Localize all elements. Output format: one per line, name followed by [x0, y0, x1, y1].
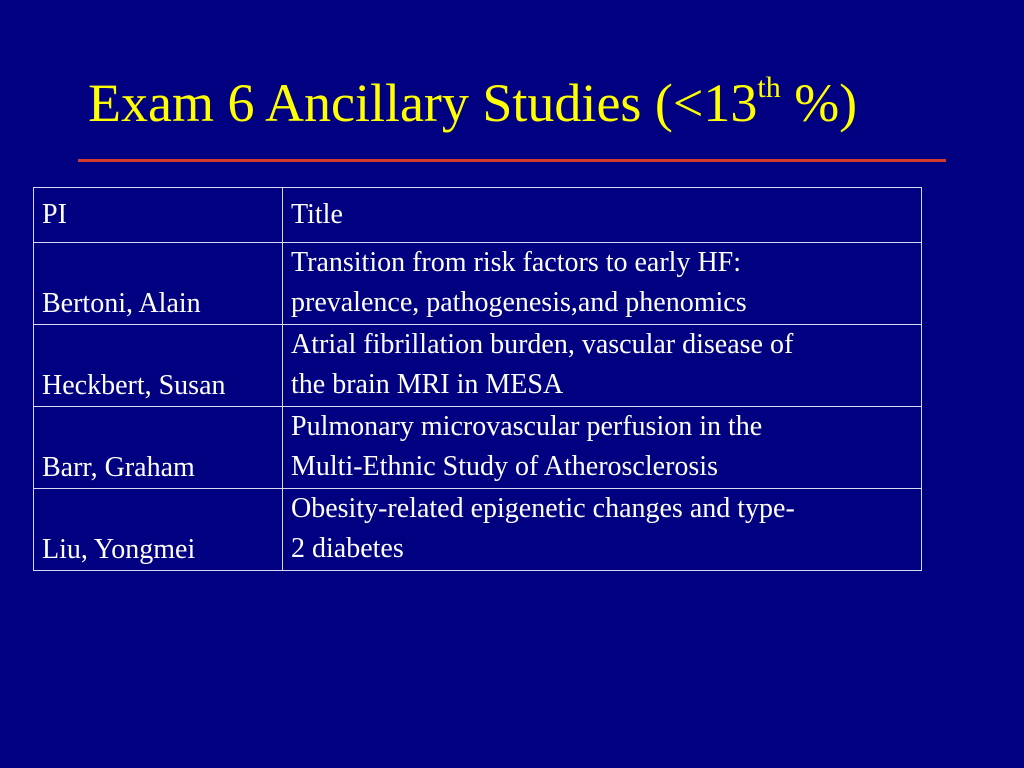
- cell-title: Transition from risk factors to early HF…: [282, 242, 922, 325]
- table-row: Barr, Graham Pulmonary microvascular per…: [33, 406, 922, 489]
- title-text: Exam 6 Ancillary Studies (<13: [88, 73, 758, 133]
- title-line: prevalence, pathogenesis,and phenomics: [291, 287, 747, 318]
- title-line: Transition from risk factors to early HF…: [291, 247, 742, 278]
- table-row: Liu, Yongmei Obesity-related epigenetic …: [33, 488, 922, 571]
- slide-title: Exam 6 Ancillary Studies (<13th %): [88, 68, 857, 147]
- title-divider: [78, 159, 946, 162]
- title-superscript: th: [757, 71, 781, 104]
- cell-pi: Bertoni, Alain: [33, 242, 283, 325]
- title-line: Multi-Ethnic Study of Atherosclerosis: [291, 451, 718, 482]
- cell-title: Obesity-related epigenetic changes and t…: [282, 488, 922, 571]
- table-row: Bertoni, Alain Transition from risk fact…: [33, 242, 922, 325]
- title-line: Atrial fibrillation burden, vascular dis…: [291, 329, 794, 360]
- cell-pi: Heckbert, Susan: [33, 324, 283, 407]
- header-pi: PI: [33, 187, 283, 243]
- title-line: Obesity-related epigenetic changes and t…: [291, 493, 795, 524]
- table-row: Heckbert, Susan Atrial fibrillation burd…: [33, 324, 922, 407]
- title-line: Pulmonary microvascular perfusion in the: [291, 411, 763, 442]
- title-line: 2 diabetes: [291, 533, 404, 564]
- cell-pi: Barr, Graham: [33, 406, 283, 489]
- cell-title: Atrial fibrillation burden, vascular dis…: [282, 324, 922, 407]
- cell-title: Pulmonary microvascular perfusion in the…: [282, 406, 922, 489]
- studies-table: PI Title Bertoni, Alain Transition from …: [33, 187, 922, 571]
- table-header-row: PI Title: [33, 187, 922, 243]
- title-end: %): [780, 73, 858, 133]
- header-title: Title: [282, 187, 922, 243]
- title-line: the brain MRI in MESA: [291, 369, 564, 400]
- cell-pi: Liu, Yongmei: [33, 488, 283, 571]
